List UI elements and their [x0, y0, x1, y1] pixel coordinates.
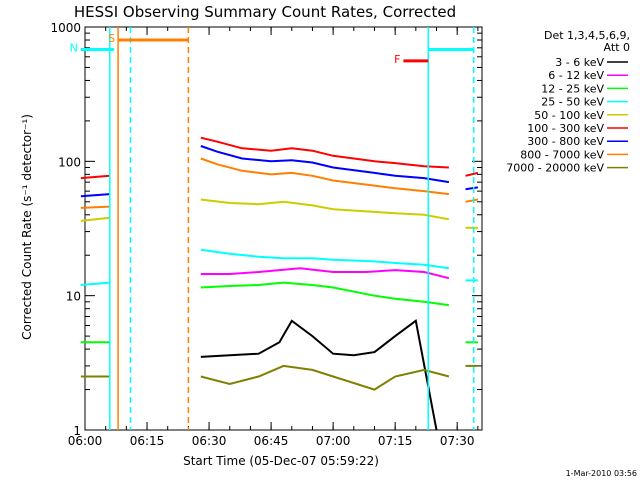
- series-line-2: [200, 281, 450, 307]
- legend-label: 6 - 12 keV: [548, 69, 604, 82]
- legend-title-line-1: Det 1,3,4,5,6,9,: [544, 29, 630, 42]
- legend-label: 800 - 7000 keV: [520, 148, 604, 161]
- x-tick-label: 06:45: [254, 434, 289, 448]
- series-line-7: [80, 205, 110, 209]
- series-line-6: [200, 145, 450, 184]
- legend-label: 25 - 50 keV: [541, 96, 604, 109]
- plot-frame: [84, 26, 483, 431]
- footer-timestamp: 1-Mar-2010 03:56: [566, 469, 637, 478]
- annotation-label: N: [70, 41, 78, 54]
- x-tick-label: 07:15: [378, 434, 413, 448]
- series-line-3: [80, 281, 110, 286]
- y-tick-label: 1: [73, 424, 81, 438]
- legend-title-line-2: Att 0: [604, 41, 630, 54]
- x-tick-label: 06:30: [192, 434, 227, 448]
- x-tick-label: 07:00: [316, 434, 351, 448]
- y-tick-label: 1000: [50, 21, 81, 35]
- series-line-8: [200, 364, 450, 391]
- series-line-5: [200, 136, 449, 169]
- x-tick-label: 06:15: [130, 434, 165, 448]
- series-line-4: [200, 198, 450, 221]
- annotation-label: S: [108, 32, 115, 45]
- series-line-6: [80, 193, 110, 198]
- y-axis-label: Corrected Count Rate (s⁻¹ detector⁻¹): [20, 114, 34, 340]
- series-line-5: [465, 171, 479, 177]
- annotation-label: F: [394, 53, 400, 66]
- legend-label: 12 - 25 keV: [541, 82, 604, 95]
- series-line-7: [200, 157, 450, 196]
- series-line-6: [465, 186, 479, 191]
- legend-label: 100 - 300 keV: [527, 122, 604, 135]
- legend-label: 3 - 6 keV: [555, 56, 604, 69]
- series-line-4: [80, 216, 110, 222]
- plot-area: 06:00 06:15 06:30 06:45 07:00 07:15 07:30 1 10 10…: [50, 21, 483, 448]
- legend-label: 7000 - 20000 keV: [506, 162, 604, 175]
- x-tick-label: 06:00: [68, 434, 103, 448]
- series-line-0: [200, 319, 438, 431]
- y-tick-label: 10: [66, 290, 81, 304]
- series-line-3: [200, 248, 450, 270]
- chart-title: HESSI Observing Summary Count Rates, Cor…: [74, 3, 456, 21]
- x-tick-label: 07:30: [440, 434, 475, 448]
- y-tick-label: 100: [58, 155, 81, 169]
- series-line-7: [465, 198, 479, 203]
- legend-label: 50 - 100 keV: [534, 109, 604, 122]
- x-axis-label: Start Time (05-Dec-07 05:59:22): [183, 454, 379, 468]
- series-line-5: [80, 174, 110, 180]
- series-line-1: [200, 267, 450, 280]
- legend-label: 300 - 800 keV: [527, 135, 604, 148]
